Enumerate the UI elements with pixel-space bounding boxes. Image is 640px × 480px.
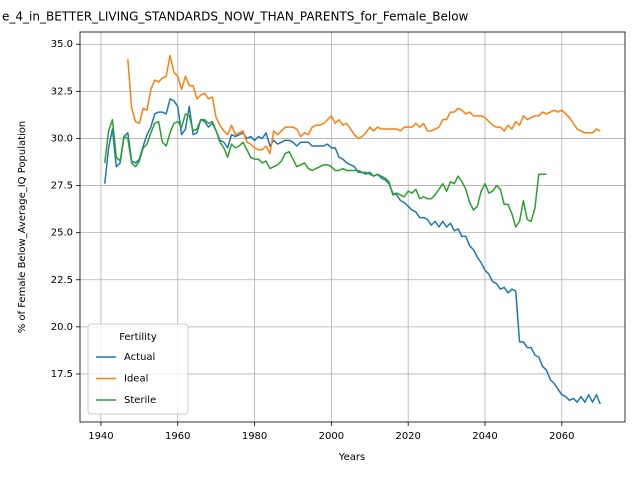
x-tick-label: 1980 — [242, 431, 267, 442]
y-tick-label: 20.0 — [51, 322, 73, 333]
line — [104, 98, 601, 405]
y-tick-label: 30.0 — [51, 133, 73, 144]
y-tick-label: 22.5 — [51, 275, 73, 286]
x-tick-label: 2000 — [319, 431, 344, 442]
legend: Fertility Actual Ideal Sterile — [87, 323, 189, 415]
legend-label: Ideal — [124, 374, 148, 385]
plot-frame — [79, 31, 626, 423]
legend-label: Sterile — [124, 395, 156, 406]
y-tick-label: 35.0 — [51, 39, 73, 50]
x-axis-label: Years — [338, 452, 365, 463]
x-tick-label: 2060 — [549, 431, 574, 442]
y-axis-label: % of Female Below_Average_IQ Population — [17, 121, 28, 334]
chart-title: e_4_in_BETTER_LIVING_STANDARDS_NOW_THAN_… — [2, 10, 469, 24]
x-tick-label: 2040 — [472, 431, 497, 442]
legend-box — [87, 323, 189, 415]
y-tick-label: 17.5 — [51, 369, 73, 380]
y-tick-label: 25.0 — [51, 228, 73, 239]
y-tick-label: 27.5 — [51, 181, 73, 192]
line — [127, 54, 601, 155]
x-tick-label: 2020 — [395, 431, 420, 442]
line — [104, 113, 547, 228]
legend-title: Fertility — [119, 332, 157, 343]
x-tick-label: 1960 — [165, 431, 190, 442]
x-tick-label: 1940 — [88, 431, 113, 442]
y-tick-label: 32.5 — [51, 86, 73, 97]
legend-label: Actual — [124, 352, 155, 363]
